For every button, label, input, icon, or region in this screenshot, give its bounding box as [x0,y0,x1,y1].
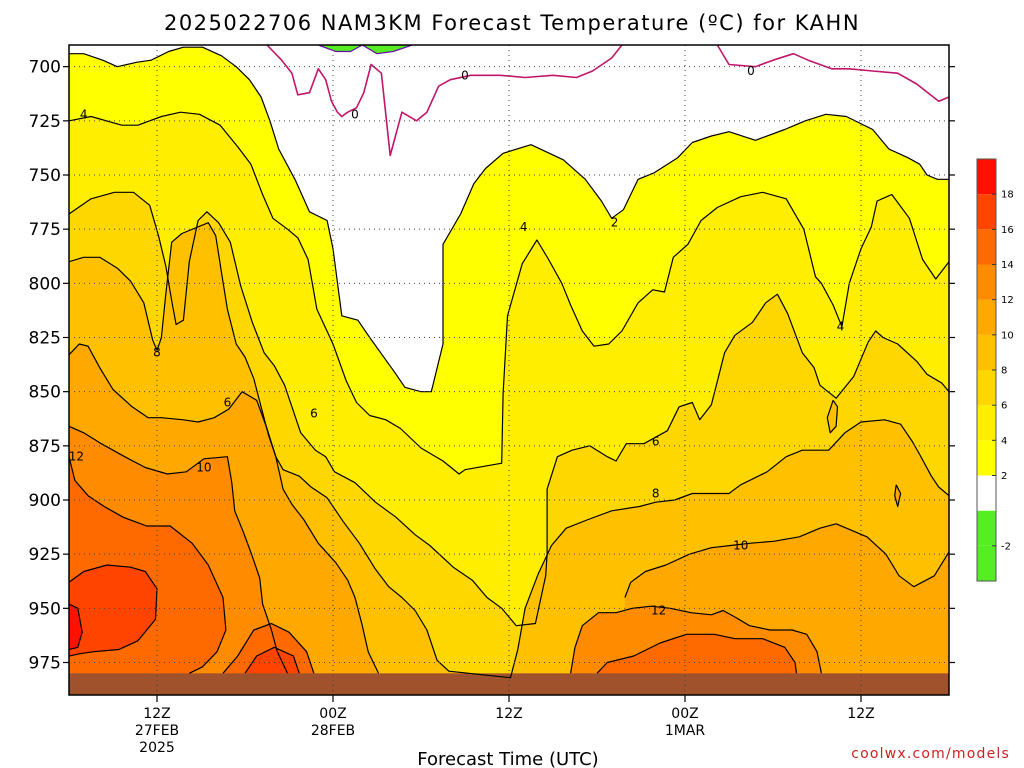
colorbar-swatch [977,299,996,335]
contour-label: 4 [837,320,845,334]
contour-label: 6 [310,406,318,420]
isotherm-14 [222,622,315,674]
contour-label: 8 [153,346,161,360]
x-tick-label: 27FEB [135,723,179,739]
x-tick-label: 12Z [847,706,874,722]
isotherm-10 [69,343,380,674]
isotherm-0 [266,45,623,157]
y-tick-label: 975 [29,654,61,674]
x-tick-label: 12Z [143,706,170,722]
isotherm--2 [318,45,413,55]
colorbar-swatch [977,510,996,546]
axes-layer: 70072575077580082585087590092595097512Z2… [29,44,955,756]
y-tick-label: 750 [29,166,61,186]
colorbar-swatch [977,229,996,265]
y-tick-label: 925 [29,545,61,565]
x-tick-label: 00Z [671,706,698,722]
y-tick-label: 775 [29,220,61,240]
site-credit[interactable]: coolwx.com/models [851,746,1010,762]
y-tick-label: 850 [29,383,61,403]
colorbar-swatch [977,440,996,476]
isotherm-2 [69,46,949,393]
isotherm-16 [69,564,158,657]
colorbar-tick-label: -2 [1001,541,1011,552]
y-tick-label: 900 [29,491,61,511]
contour-label: 0 [747,64,755,78]
fill-band-16 [69,565,157,695]
contour-label: 12 [651,604,666,618]
ground-layer [69,673,949,695]
fill-band-10 [894,484,901,507]
colorbar-swatch [977,545,996,581]
colorbar-swatch [977,370,996,406]
colorbar-tick-label: 8 [1001,366,1007,377]
colorbar-swatch [977,334,996,370]
isotherm-10 [624,523,949,598]
contour-label: 8 [652,487,660,501]
contour-label: 6 [224,396,232,410]
ground-surface [69,673,949,695]
contour-label: 0 [351,107,359,121]
x-tick-label: 28FEB [311,723,355,739]
colorbar-tick-label: 6 [1001,401,1007,412]
isotherm-14 [69,456,227,674]
isotherm-layer [69,45,949,679]
colorbar-tick-label: 18 [1001,190,1014,201]
contour-label: 4 [520,220,528,234]
colorbar-tick-label: 16 [1001,225,1014,236]
isotherm-18 [69,603,83,651]
isotherm-6 [69,191,949,627]
colorbar-tick-label: 14 [1001,260,1014,271]
x-tick-label: 12Z [495,706,522,722]
isotherm-14 [596,633,798,674]
chart-title: 2025022706 NAM3KM Forecast Temperature (… [164,11,860,35]
isotherm-10 [894,484,902,508]
colorbar-swatch [977,159,996,195]
isotherm-16 [244,646,300,674]
colorbar-tick-label: 12 [1001,295,1014,306]
grid-layer [69,45,949,695]
contour-label: 4 [80,107,88,121]
contour-label: 6 [652,435,660,449]
fill-band-18 [69,604,83,695]
y-tick-label: 725 [29,112,61,132]
colorbar-tick-label: 2 [1001,471,1007,482]
fill-band-8 [827,400,838,433]
isotherm-8 [826,399,839,434]
colorbar-swatch [977,475,996,511]
y-tick-label: 825 [29,329,61,349]
y-tick-label: 800 [29,274,61,294]
y-tick-label: 950 [29,599,61,619]
contour-label: 12 [69,450,84,464]
contour-label: 10 [733,539,748,553]
y-tick-label: 700 [29,58,61,78]
x-tick-label: 2025 [139,740,175,756]
x-tick-label: 00Z [319,706,346,722]
isotherm-12 [570,605,822,674]
contour-label: 0 [461,68,469,82]
colorbar-swatch [977,264,996,300]
colorbar-swatch [977,194,996,230]
contour-label: 10 [196,461,211,475]
x-tick-label: 1MAR [665,723,706,739]
contour-label: 2 [611,216,619,230]
isotherm-4 [69,111,949,475]
colorbar-tick-label: 4 [1001,436,1007,447]
x-axis-label: Forecast Time (UTC) [417,749,598,768]
y-tick-label: 875 [29,437,61,457]
colorbar: -2 2 4 6 8 10 12 14 16 18 [976,158,1014,582]
isotherm-8 [69,222,949,679]
isotherm-0 [716,45,949,103]
colorbar-swatch [977,405,996,441]
contour-label-layer: 0 0 0 2 4 4 4 6 6 6 8 8 10 10 12 12 [69,64,845,618]
colorbar-tick-label: 10 [1001,330,1014,341]
